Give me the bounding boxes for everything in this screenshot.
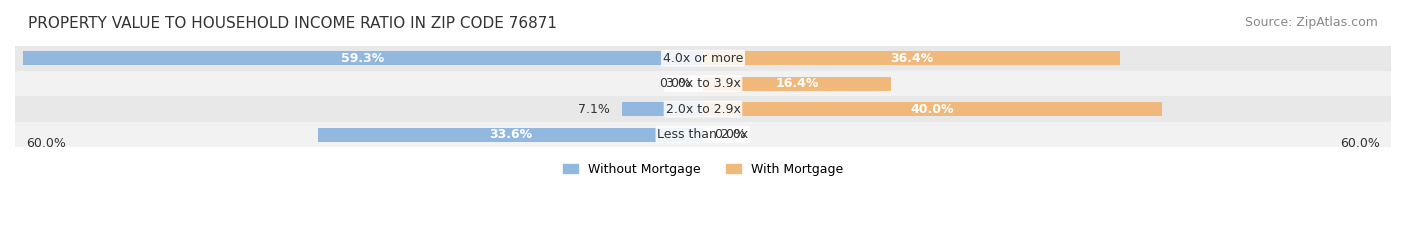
- Text: 36.4%: 36.4%: [890, 52, 934, 65]
- Text: 4.0x or more: 4.0x or more: [662, 52, 744, 65]
- Bar: [703, 51, 1121, 65]
- Text: 59.3%: 59.3%: [342, 52, 385, 65]
- Bar: [621, 102, 703, 116]
- Text: 16.4%: 16.4%: [775, 77, 818, 90]
- Bar: [22, 51, 703, 65]
- Text: Source: ZipAtlas.com: Source: ZipAtlas.com: [1244, 16, 1378, 29]
- Text: 7.1%: 7.1%: [578, 103, 610, 116]
- Text: 2.0x to 2.9x: 2.0x to 2.9x: [665, 103, 741, 116]
- Bar: [15, 96, 1391, 122]
- Bar: [318, 127, 703, 141]
- Text: 60.0%: 60.0%: [27, 137, 66, 150]
- Bar: [15, 122, 1391, 147]
- Text: 0.0%: 0.0%: [659, 77, 692, 90]
- Bar: [15, 71, 1391, 96]
- Text: 0.0%: 0.0%: [714, 128, 747, 141]
- Text: PROPERTY VALUE TO HOUSEHOLD INCOME RATIO IN ZIP CODE 76871: PROPERTY VALUE TO HOUSEHOLD INCOME RATIO…: [28, 16, 557, 31]
- Text: 40.0%: 40.0%: [911, 103, 955, 116]
- Bar: [703, 102, 1161, 116]
- Bar: [703, 77, 891, 91]
- Text: 33.6%: 33.6%: [489, 128, 531, 141]
- Text: 3.0x to 3.9x: 3.0x to 3.9x: [665, 77, 741, 90]
- Legend: Without Mortgage, With Mortgage: Without Mortgage, With Mortgage: [558, 158, 848, 181]
- Bar: [15, 45, 1391, 71]
- Text: 60.0%: 60.0%: [1340, 137, 1379, 150]
- Text: Less than 2.0x: Less than 2.0x: [658, 128, 748, 141]
